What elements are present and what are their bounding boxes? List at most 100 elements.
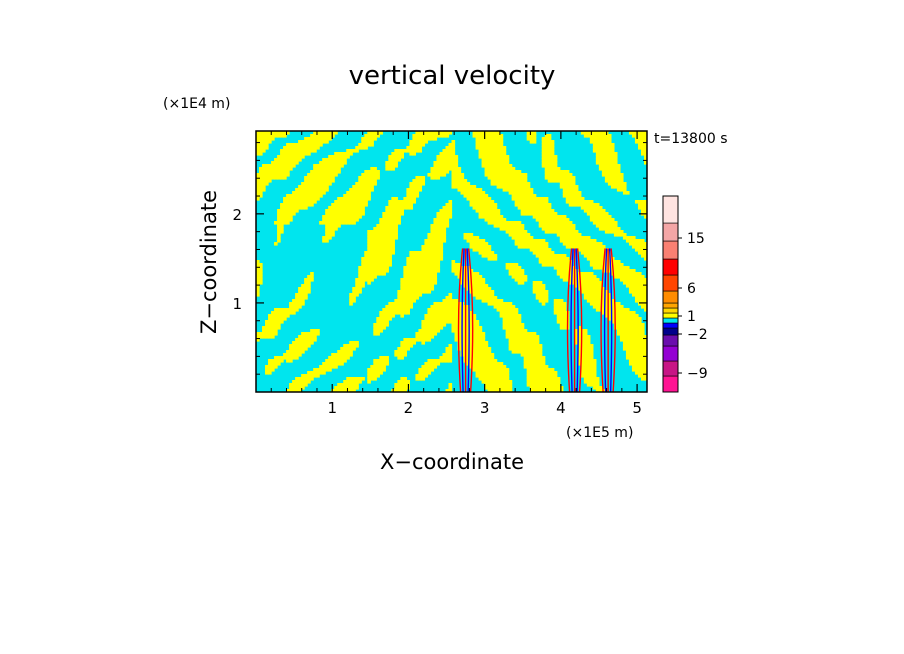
field-cell <box>568 278 573 282</box>
field-cell <box>556 266 561 270</box>
field-cell <box>373 377 377 381</box>
field-cell <box>547 257 552 261</box>
field-cell <box>502 374 507 378</box>
field-cell <box>412 284 417 288</box>
field-cell <box>415 296 420 300</box>
field-cell <box>469 317 474 321</box>
field-cell <box>505 182 510 186</box>
field-cell <box>640 149 645 153</box>
field-cell <box>541 209 546 213</box>
field-cell <box>343 353 347 357</box>
field-cell <box>439 326 444 330</box>
field-cell <box>442 311 447 315</box>
field-cell <box>436 173 441 177</box>
field-cell <box>394 197 398 201</box>
field-cell <box>436 314 441 318</box>
field-cell <box>472 359 477 363</box>
field-cell <box>421 365 426 369</box>
field-cell <box>361 212 365 216</box>
field-cell <box>571 233 576 237</box>
field-cell <box>346 200 350 204</box>
field-cell <box>301 284 305 288</box>
field-cell <box>421 134 426 138</box>
field-cell <box>439 239 444 243</box>
field-cell <box>529 209 534 213</box>
field-cell <box>337 197 341 201</box>
field-cell <box>565 266 570 270</box>
field-cell <box>289 167 293 171</box>
field-cell <box>313 131 317 135</box>
field-cell <box>610 161 615 165</box>
field-cell <box>286 146 290 150</box>
field-cell <box>475 287 480 291</box>
field-cell <box>346 218 350 222</box>
field-cell <box>580 284 585 288</box>
field-cell <box>406 260 410 264</box>
field-cell <box>259 173 263 177</box>
field-cell <box>325 131 329 135</box>
field-cell <box>607 227 612 231</box>
field-cell <box>307 176 311 180</box>
field-cell <box>289 356 293 360</box>
field-cell <box>508 263 513 267</box>
field-cell <box>442 167 447 171</box>
field-cell <box>436 302 441 306</box>
field-cell <box>379 323 383 327</box>
field-cell <box>400 347 404 351</box>
field-cell <box>526 209 531 213</box>
field-cell <box>589 242 594 246</box>
field-cell <box>640 143 645 147</box>
field-cell <box>616 263 621 267</box>
field-cell <box>607 218 612 222</box>
field-cell <box>322 191 326 195</box>
field-cell <box>298 155 302 159</box>
field-cell <box>358 188 362 192</box>
field-cell <box>280 176 284 180</box>
field-cell <box>409 284 413 288</box>
field-cell <box>412 191 417 195</box>
field-cell <box>535 356 540 360</box>
field-cell <box>532 335 537 339</box>
field-cell <box>499 362 504 366</box>
field-cell <box>478 278 483 282</box>
field-cell <box>505 173 510 177</box>
field-cell <box>529 191 534 195</box>
field-cell <box>271 320 275 324</box>
field-cell <box>493 254 498 258</box>
field-cell <box>364 176 368 180</box>
field-cell <box>541 368 546 372</box>
field-cell <box>637 302 642 306</box>
field-cell <box>445 296 450 300</box>
field-cell <box>520 350 525 354</box>
field-cell <box>616 170 621 174</box>
field-cell <box>532 131 537 135</box>
field-cell <box>532 212 537 216</box>
field-cell <box>589 383 594 387</box>
field-cell <box>574 338 579 342</box>
field-cell <box>370 263 374 267</box>
field-cell <box>619 185 624 189</box>
field-cell <box>427 269 432 273</box>
field-cell <box>541 365 546 369</box>
field-cell <box>283 317 287 321</box>
field-cell <box>289 350 293 354</box>
field-cell <box>517 317 522 321</box>
field-cell <box>541 263 546 267</box>
field-cell <box>622 182 627 186</box>
field-cell <box>493 215 498 219</box>
field-cell <box>556 230 561 234</box>
field-cell <box>355 146 359 150</box>
field-cell <box>475 239 480 243</box>
field-cell <box>349 341 353 345</box>
field-cell <box>538 251 543 255</box>
field-cell <box>601 164 606 168</box>
field-cell <box>559 386 564 390</box>
field-cell <box>436 362 441 366</box>
field-cell <box>640 344 645 348</box>
field-cell <box>577 341 582 345</box>
field-cell <box>259 176 263 180</box>
field-cell <box>334 164 338 168</box>
field-cell <box>292 305 296 309</box>
field-cell <box>307 200 311 204</box>
field-cell <box>328 221 332 225</box>
